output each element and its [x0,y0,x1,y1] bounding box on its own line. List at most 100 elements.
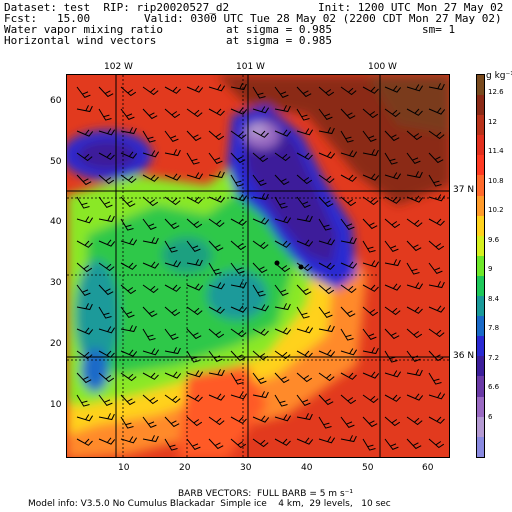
wind-barb [406,438,422,450]
wind-barb [186,438,201,451]
x-tick-60: 60 [422,463,434,473]
wind-barb [296,86,312,98]
wind-barb [318,436,336,444]
wind-barb [428,174,442,187]
wind-barb [76,438,93,446]
wind-barb [120,238,138,246]
wind-barb [428,240,445,251]
wind-barb [76,350,93,360]
x-tick-10: 10 [118,463,130,473]
wind-barb [318,238,336,246]
wind-barb [76,372,92,384]
wind-barb [186,218,203,229]
wind-barb [274,414,292,422]
wind-barb [362,438,376,451]
wind-barb [208,262,222,275]
colorbar-label: 9.6 [488,235,500,244]
wind-barb [318,108,333,121]
lat-label-37n: 37 N [453,185,475,195]
wind-barb [120,218,134,231]
wind-barb [362,130,377,143]
wind-barb [98,284,114,296]
wind-barb [318,306,333,319]
wind-barb [362,108,379,119]
wind-barb [362,284,379,292]
wind-barb [274,303,291,311]
wind-barb [230,107,248,115]
wind-barb [208,438,224,450]
wind-barb [362,218,378,230]
wind-barb [164,416,180,428]
vector-level: at sigma = 0.985 [226,34,332,47]
wind-barb [252,304,270,312]
wind-barb [142,261,160,269]
wind-barb [142,394,159,405]
wind-barb [274,196,288,209]
wind-barb [296,437,314,445]
wind-barb [252,350,269,361]
wind-barb [230,240,247,251]
wind-barb [186,259,203,267]
wind-barb [164,173,182,181]
wind-barb [428,328,445,338]
wind-barb [76,105,93,113]
wind-barb [340,150,358,158]
wind-barb [208,195,226,203]
colorbar-swatch [477,376,484,397]
wind-barb [362,240,376,253]
wind-barb [186,350,200,363]
forecast-hour: Fcst: 15.00 [4,12,91,25]
wind-barb [296,413,313,421]
wind-barb [208,108,225,116]
wind-barb [318,372,335,382]
wind-barb [340,306,356,318]
wind-barb [318,284,335,295]
wind-barb [384,85,402,93]
wind-barb [252,372,267,385]
wind-barb [164,438,178,451]
wind-barb [208,240,224,252]
wind-barb [340,328,354,341]
wind-barb [120,372,137,382]
wind-barb [186,196,203,204]
wind-barb [428,438,445,449]
wind-barb [318,196,334,208]
wind-barb [252,106,270,114]
colorbar-swatch [477,155,484,176]
wind-barb [428,83,445,91]
wind-barb [186,85,204,93]
wind-barb [406,108,423,116]
wind-barb [340,348,358,356]
station-marker [298,264,304,270]
wind-barb [384,259,401,267]
wind-barb [340,196,357,207]
colorbar-label: 6 [488,412,493,421]
wind-barb [186,172,204,180]
wind-barb [274,438,291,446]
colorbar-swatch [477,336,484,357]
wind-barb [98,394,113,407]
wind-barb [252,240,269,250]
wind-barb [98,108,112,121]
colorbar-label: 11.4 [488,147,504,155]
wind-barb [98,86,114,98]
colorbar-swatch [477,436,484,457]
wind-barb [362,416,378,428]
wind-barb [252,193,269,201]
wind-barb [340,372,357,380]
wind-barb [274,350,291,360]
wind-barb [98,262,115,272]
colorbar-swatch [477,316,484,337]
wind-barb [384,196,401,204]
wind-barb [340,261,358,269]
wind-barb [208,306,225,314]
colorbar-swatch [477,135,484,156]
wind-barb [120,416,134,429]
wind-barb [362,394,379,404]
wind-barb [120,325,137,333]
graticule [67,75,449,457]
wind-barb [274,129,292,137]
wind-barb [384,283,402,291]
wind-barb [142,174,159,182]
wind-barb [208,152,223,165]
